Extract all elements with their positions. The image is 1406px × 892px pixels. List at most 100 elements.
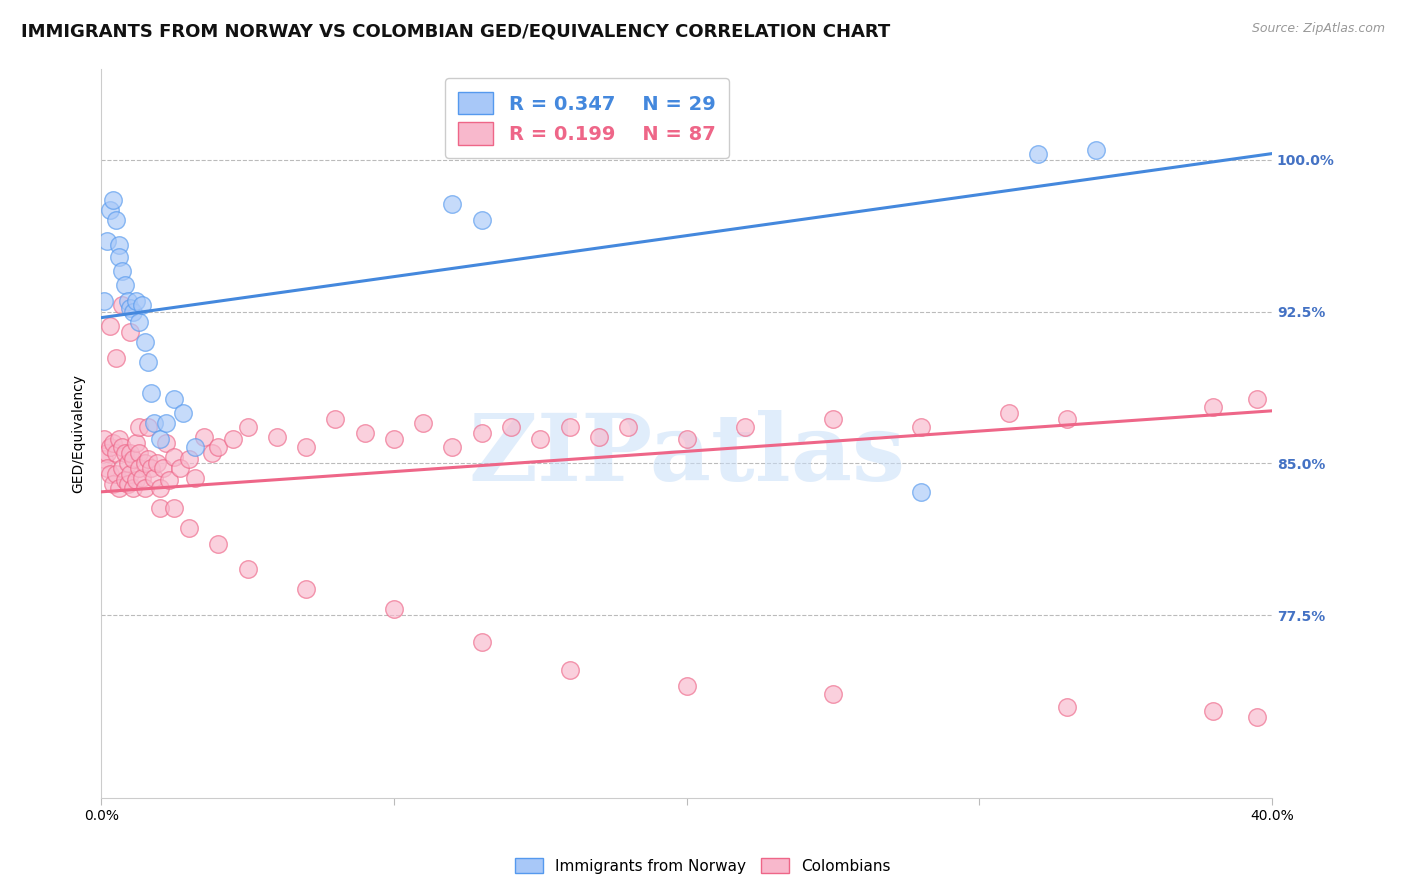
Point (157, 473, 180, 487)
Point (131, 470, 153, 484)
Point (353, 426, 375, 441)
Point (96, 446, 118, 460)
Point (104, 351, 127, 366)
Point (131, 298, 153, 312)
Point (98, 318, 121, 333)
Point (93, 294, 115, 309)
Point (142, 470, 165, 484)
Point (93, 452, 115, 467)
Point (910, 484, 932, 499)
Point (107, 237, 129, 252)
Point (114, 278, 136, 293)
Point (111, 264, 134, 278)
Point (325, 412, 347, 426)
Point (128, 315, 150, 329)
Legend: R = 0.347    N = 29, R = 0.199    N = 87: R = 0.347 N = 29, R = 0.199 N = 87 (444, 78, 730, 158)
Point (382, 602, 405, 616)
Point (1246, 709, 1268, 723)
Point (1246, 392, 1268, 406)
Point (101, 436, 124, 450)
Point (120, 467, 142, 481)
Point (1085, 143, 1108, 157)
Point (177, 452, 200, 467)
Point (734, 420, 756, 434)
Y-axis label: GED/Equivalency: GED/Equivalency (72, 374, 86, 492)
Point (104, 446, 127, 460)
Point (114, 446, 136, 460)
Point (136, 452, 159, 467)
Point (558, 420, 581, 434)
Point (120, 325, 142, 339)
Point (295, 582, 318, 596)
Point (617, 420, 640, 434)
Text: Source: ZipAtlas.com: Source: ZipAtlas.com (1251, 22, 1385, 36)
Point (114, 473, 136, 487)
Point (125, 436, 148, 450)
Legend: Immigrants from Norway, Colombians: Immigrants from Norway, Colombians (509, 852, 897, 880)
Point (117, 294, 139, 309)
Point (163, 450, 186, 465)
Point (207, 537, 229, 551)
Point (125, 294, 148, 309)
Point (120, 446, 142, 460)
Point (139, 460, 162, 475)
Point (1056, 699, 1078, 714)
Point (163, 392, 186, 406)
Point (184, 440, 207, 454)
Point (139, 385, 162, 400)
Point (134, 481, 156, 495)
Point (122, 452, 145, 467)
Point (111, 298, 134, 312)
Point (382, 432, 405, 446)
Point (149, 501, 172, 516)
Point (125, 473, 148, 487)
Point (96, 234, 118, 248)
Point (155, 436, 177, 450)
Point (101, 193, 124, 207)
Point (1202, 400, 1225, 414)
Point (1202, 704, 1225, 718)
Point (266, 430, 288, 444)
Point (128, 460, 150, 475)
Point (236, 562, 259, 576)
Point (107, 432, 129, 446)
Point (412, 416, 434, 430)
Point (146, 457, 169, 471)
Point (1056, 412, 1078, 426)
Point (98, 440, 121, 454)
Point (193, 430, 215, 444)
Point (134, 334, 156, 349)
Point (93, 432, 115, 446)
Point (169, 460, 191, 475)
Point (149, 432, 172, 446)
Point (128, 420, 150, 434)
Point (122, 481, 145, 495)
Point (675, 432, 697, 446)
Point (136, 420, 159, 434)
Point (104, 213, 127, 227)
Point (207, 440, 229, 454)
Point (107, 250, 129, 264)
Point (101, 476, 124, 491)
Point (529, 432, 551, 446)
Point (98, 467, 121, 481)
Point (997, 406, 1019, 420)
Point (201, 446, 224, 460)
Point (441, 440, 464, 454)
Point (152, 460, 174, 475)
Point (111, 440, 134, 454)
Point (107, 481, 129, 495)
Text: ZIPatlas: ZIPatlas (468, 410, 905, 500)
Point (104, 467, 127, 481)
Point (111, 460, 134, 475)
Point (120, 301, 142, 315)
Point (558, 663, 581, 677)
Point (172, 406, 194, 420)
Point (471, 634, 494, 648)
Point (471, 213, 494, 227)
Point (96, 460, 118, 475)
Point (295, 440, 318, 454)
Point (163, 501, 186, 516)
Point (155, 416, 177, 430)
Point (117, 457, 139, 471)
